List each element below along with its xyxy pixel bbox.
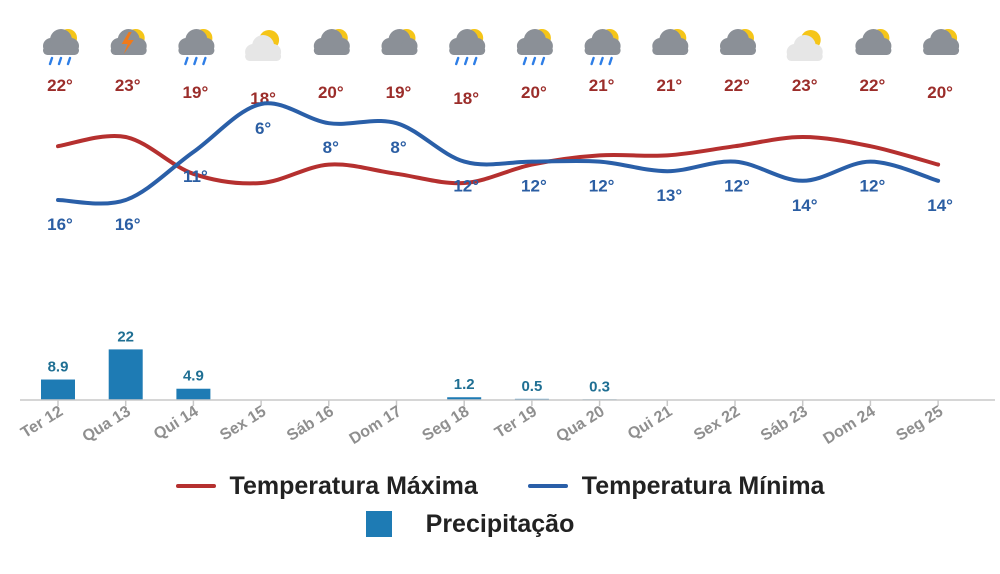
x-axis-tick-label: Qua 13 [80,403,134,446]
weather-icons [43,29,960,66]
precipitation-bar [447,397,482,400]
precipitation-bar [176,388,211,400]
x-axis-tick-label: Seg 18 [420,403,473,445]
x-axis-tick-label: Ter 19 [492,403,540,442]
legend-swatch-min [527,484,568,488]
max-temp-label: 23° [115,76,141,95]
max-temp-label: 22° [47,76,73,95]
precipitation-label: 0.3 [589,378,610,395]
precipitation-label: 22 [117,328,134,345]
sun-cloud-light-icon [786,30,823,61]
cloud-sun-icon [855,29,892,55]
x-axis-tick-label: Sex 22 [691,403,743,444]
max-temp-label: 20° [318,83,344,102]
precipitation-label: 1.2 [454,376,475,393]
cloud-sun-rain-icon [449,29,486,66]
max-temp-label: 22° [860,76,886,95]
max-temp-label: 20° [521,83,547,102]
x-axis-tick-labels: Ter 12 Qua 13 Qui 14 Sex 15 Sáb 16 Dom 17 Seg … [18,403,946,448]
min-temp-label: 12° [521,177,547,196]
min-temp-label: 14° [792,196,818,215]
precipitation-label: 4.9 [183,368,204,385]
legend-label-max: Temperatura Máxima [229,471,478,500]
legend-item-min: Temperatura Mínima [527,471,825,501]
max-temp-label: 18° [453,89,479,108]
legend-swatch-max [175,484,216,488]
cloud-sun-rain-icon [43,29,79,66]
x-axis-tick-label: Seg 25 [893,403,946,445]
x-axis-tick-label: Qui 14 [151,403,202,443]
x-axis-tick-label: Sex 15 [217,403,269,444]
min-temp-label: 11° [183,167,208,186]
min-temp-labels: 16° 16° 11° 6° 8° 8° 12° 12° 12° 13° 12° 14° 12° 14° [47,119,953,234]
min-temp-line [56,101,941,206]
precipitation-label: 8.9 [48,359,69,376]
max-temp-labels: 22° 23° 19° 18° 20° 19° 18° 20° 21° 21° 22° 23° 22° 2… [47,76,953,108]
max-temp-label: 23° [792,76,818,95]
x-axis-tick-label: Sáb 23 [758,403,811,445]
max-temp-label: 21° [656,76,682,95]
min-temp-label: 8° [323,138,339,157]
min-temp-label: 8° [390,138,406,157]
x-axis-tick-label: Ter 12 [18,403,66,442]
min-temp-label: 6° [255,119,271,138]
x-axis-tick-label: Dom 17 [347,403,405,448]
cloud-lightning-icon [110,29,147,55]
min-temp-label: 12° [860,177,886,196]
legend-label-precip: Precipitação [425,509,575,538]
legend-swatch-precip [365,511,392,537]
min-temp-label: 16° [115,215,141,234]
chart-legend: Temperatura Máxima Temperatura Mínima Pr… [0,466,1000,544]
x-axis-tick-label: Sáb 16 [284,403,337,445]
precipitation-bars: 8.9 22 4.9 1.2 0.5 0.3 [41,328,617,401]
sun-cloud-light-icon [245,30,282,61]
max-temp-line [56,134,941,186]
legend-item-precip: Precipitação [365,509,575,539]
min-temp-label: 12° [724,177,750,196]
min-temp-label: 16° [47,215,73,234]
min-temp-label: 12° [453,177,479,196]
precipitation-bar [108,349,143,400]
max-temp-label: 21° [589,76,615,95]
cloud-sun-rain-icon [178,29,215,66]
max-temp-label: 22° [724,76,750,95]
min-temp-label: 13° [656,186,682,205]
cloud-sun-icon [652,29,689,55]
max-temp-label: 19° [386,83,412,102]
cloud-sun-icon [313,29,350,55]
x-axis-ticks [57,400,939,406]
cloud-sun-icon [923,29,960,55]
x-axis-tick-label: Qua 20 [553,403,607,446]
max-temp-label: 20° [927,83,953,102]
cloud-sun-rain-icon [584,29,621,66]
cloud-sun-rain-icon [516,29,553,66]
min-temp-label: 14° [927,196,953,215]
x-axis-tick-label: Dom 24 [820,403,878,448]
legend-label-min: Temperatura Mínima [581,471,825,500]
precipitation-bar [41,379,75,400]
cloud-sun-icon [381,29,418,55]
min-temp-label: 12° [589,177,615,196]
precipitation-label: 0.5 [521,378,542,395]
legend-item-max: Temperatura Máxima [175,471,478,501]
x-axis-tick-label: Qui 21 [625,403,676,443]
max-temp-label: 19° [183,83,209,102]
cloud-sun-icon [720,29,756,55]
